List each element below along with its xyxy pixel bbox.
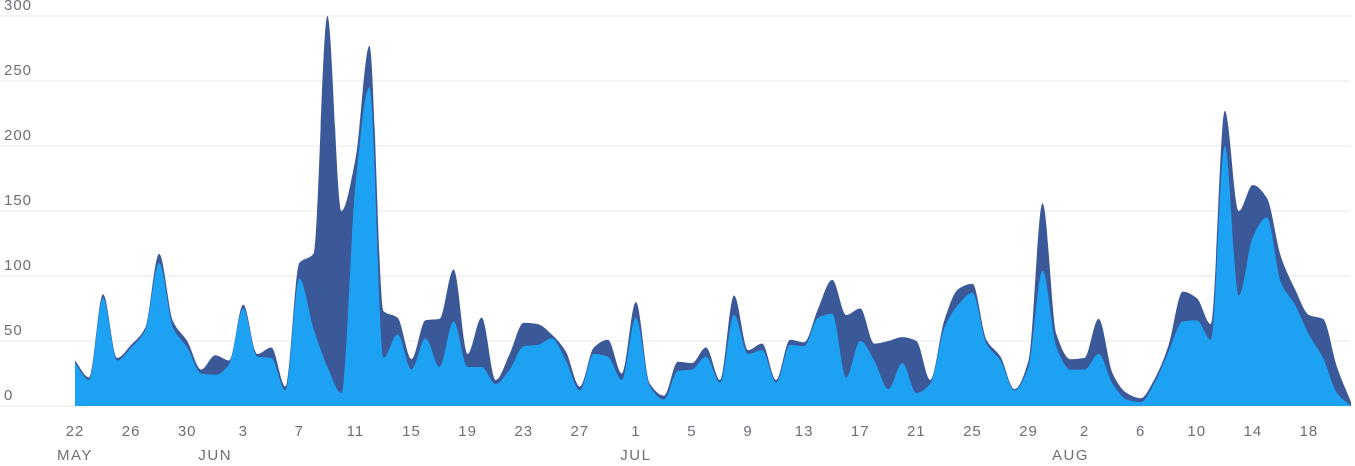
x-month-label: JUN [198, 447, 232, 464]
area-series-base [75, 87, 1351, 406]
x-tick-label: 9 [743, 423, 752, 440]
y-tick-label: 200 [4, 127, 32, 144]
x-tick-label: 1 [631, 423, 640, 440]
x-tick-label: 10 [1187, 423, 1206, 440]
y-tick-label: 250 [4, 62, 32, 79]
x-tick-label: 5 [687, 423, 696, 440]
x-tick-label: 7 [295, 423, 304, 440]
x-tick-label: 30 [178, 423, 197, 440]
y-tick-label: 50 [4, 322, 23, 339]
y-axis-tick-labels: 0 50 100 150 200 250 300 [4, 0, 32, 404]
x-tick-label: 14 [1244, 423, 1263, 440]
y-tick-label: 150 [4, 192, 32, 209]
x-month-label: JUL [620, 447, 651, 464]
y-tick-label: 100 [4, 257, 32, 274]
x-tick-label: 19 [458, 423, 477, 440]
x-tick-label: 25 [963, 423, 982, 440]
x-tick-label: 13 [795, 423, 814, 440]
x-tick-label: 17 [851, 423, 870, 440]
x-tick-label: 18 [1300, 423, 1319, 440]
x-tick-label: 22 [66, 423, 85, 440]
x-tick-label: 23 [514, 423, 533, 440]
y-tick-label: 300 [4, 0, 32, 14]
x-month-label: AUG [1052, 447, 1089, 464]
x-tick-label: 27 [570, 423, 589, 440]
x-tick-label: 2 [1080, 423, 1089, 440]
x-tick-label: 3 [239, 423, 248, 440]
x-tick-label: 15 [402, 423, 421, 440]
x-tick-label: 26 [122, 423, 141, 440]
x-tick-label: 11 [347, 423, 365, 440]
gridlines [0, 15, 1351, 407]
area-series-group [75, 16, 1351, 406]
x-axis-tick-labels: 22 26 30 3 7 11 15 19 23 27 1 5 9 13 17 21 25 29 2 6 10 14 18M… [57, 423, 1319, 464]
x-tick-label: 6 [1136, 423, 1145, 440]
y-tick-label: 0 [4, 387, 13, 404]
x-tick-label: 21 [907, 423, 926, 440]
x-tick-label: 29 [1019, 423, 1038, 440]
x-month-label: MAY [57, 447, 93, 464]
